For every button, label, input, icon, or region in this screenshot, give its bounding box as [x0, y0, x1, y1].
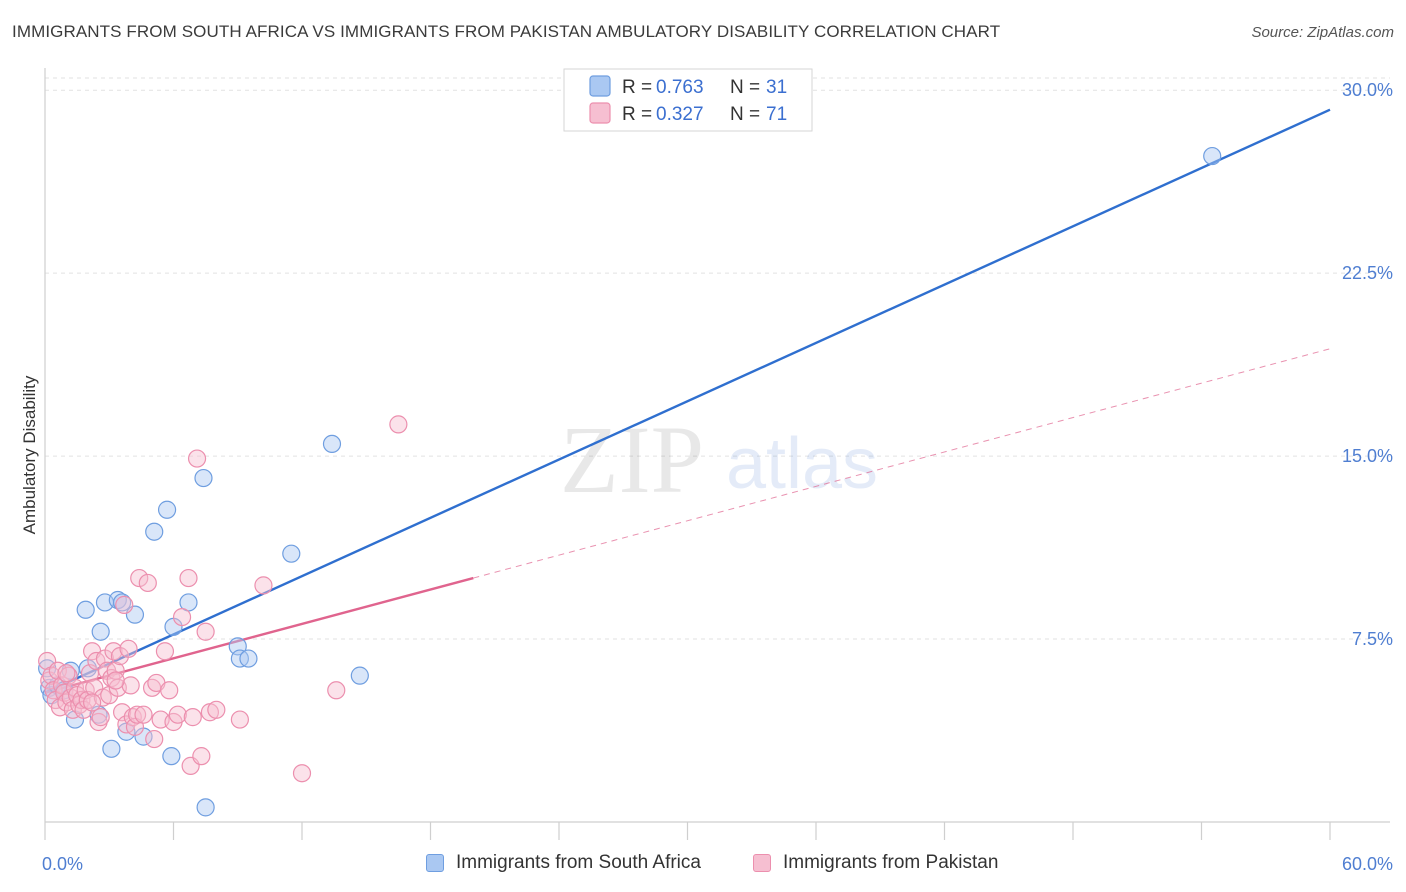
- legend-swatch-pink: [589, 102, 611, 124]
- pakistan-point: [160, 681, 179, 700]
- trend-lines: [44, 108, 1331, 694]
- south-africa-point: [102, 739, 121, 758]
- pakistan-point: [207, 700, 226, 719]
- south-africa-point: [194, 468, 213, 488]
- gridlines: [45, 77, 1390, 640]
- pakistan-point: [254, 576, 273, 595]
- pakistan-point: [168, 705, 187, 724]
- pakistan-point: [192, 747, 211, 766]
- south-africa-point: [282, 544, 301, 563]
- y-tick-label: 30.0%: [1342, 80, 1393, 100]
- pakistan-point: [127, 705, 147, 724]
- pakistan-point: [183, 708, 202, 727]
- y-tick-label: 22.5%: [1342, 263, 1393, 283]
- pakistan-trend-extension: [473, 348, 1331, 579]
- watermark-zip: ZIP: [560, 406, 704, 513]
- legend-r-value-0: 0.763: [656, 77, 704, 98]
- bottom-legend: Immigrants from South Africa Immigrants …: [0, 852, 1406, 878]
- pakistan-point: [196, 622, 215, 641]
- axes: [44, 68, 1390, 840]
- pakistan-point: [83, 693, 102, 712]
- chart-title: IMMIGRANTS FROM SOUTH AFRICA VS IMMIGRAN…: [12, 22, 1001, 41]
- pakistan-trend-line: [44, 576, 474, 694]
- pakistan-point: [172, 607, 192, 627]
- legend-swatch-blue: [589, 75, 611, 97]
- pakistan-point: [327, 681, 346, 700]
- south-africa-point: [162, 747, 181, 766]
- pakistan-point: [121, 676, 140, 695]
- south-africa-point: [239, 649, 258, 668]
- south-africa-point: [196, 798, 215, 817]
- pakistan-point: [292, 764, 312, 783]
- pakistan-point: [119, 639, 138, 658]
- pakistan-point: [389, 415, 408, 434]
- bottom-legend-label: Immigrants from South Africa: [456, 852, 701, 873]
- south-africa-point: [350, 666, 369, 685]
- x-tick-label: 0.0%: [42, 854, 83, 874]
- pakistan-point: [155, 642, 175, 661]
- legend-n-value-0: 31: [766, 77, 787, 98]
- legend-r-label-0: R =: [622, 77, 652, 98]
- tick-labels: 7.5% 15.0% 22.5% 30.0% 0.0% 60.0%: [42, 80, 1393, 874]
- data-points: [38, 146, 1222, 817]
- pakistan-point: [134, 705, 153, 724]
- legend-n-label-0: N =: [730, 77, 760, 98]
- y-tick-label: 7.5%: [1352, 629, 1393, 649]
- watermark-atlas: atlas: [726, 424, 878, 504]
- pakistan-point: [57, 664, 76, 683]
- y-tick-label: 15.0%: [1342, 446, 1393, 466]
- source-label: Source: ZipAtlas.com: [1251, 24, 1394, 41]
- south-africa-point: [145, 522, 164, 541]
- watermark: ZIP atlas: [560, 406, 878, 513]
- legend-n-value-1: 71: [766, 104, 787, 125]
- x-tick-label: 60.0%: [1342, 854, 1393, 874]
- south-africa-point: [157, 500, 177, 519]
- south-africa-point: [91, 622, 110, 641]
- pakistan-swatch: [753, 854, 771, 872]
- south-africa-trend-line: [44, 108, 1331, 694]
- bottom-legend-item-south-africa[interactable]: Immigrants from South Africa: [426, 852, 701, 874]
- pakistan-point: [115, 595, 134, 614]
- south-africa-point: [1203, 146, 1222, 166]
- bottom-legend-item-pakistan[interactable]: Immigrants from Pakistan: [753, 852, 998, 874]
- legend-box: R = 0.763 N = 31 R = 0.327 N = 71: [563, 68, 813, 132]
- south-africa-point: [76, 600, 95, 619]
- pakistan-point: [179, 568, 198, 588]
- south-africa-point: [112, 593, 132, 612]
- pakistan-point: [145, 729, 164, 749]
- south-africa-swatch: [426, 854, 444, 872]
- south-africa-point: [322, 434, 342, 454]
- pakistan-point: [106, 671, 125, 690]
- pakistan-point: [91, 708, 110, 727]
- pakistan-point: [130, 568, 149, 588]
- legend-r-value-1: 0.327: [656, 104, 704, 125]
- legend-n-label-1: N =: [730, 104, 760, 125]
- bottom-legend-label: Immigrants from Pakistan: [783, 852, 999, 873]
- pakistan-point: [187, 449, 207, 468]
- pakistan-point: [230, 710, 249, 729]
- pakistan-point: [138, 573, 157, 593]
- legend-r-label-1: R =: [622, 104, 652, 125]
